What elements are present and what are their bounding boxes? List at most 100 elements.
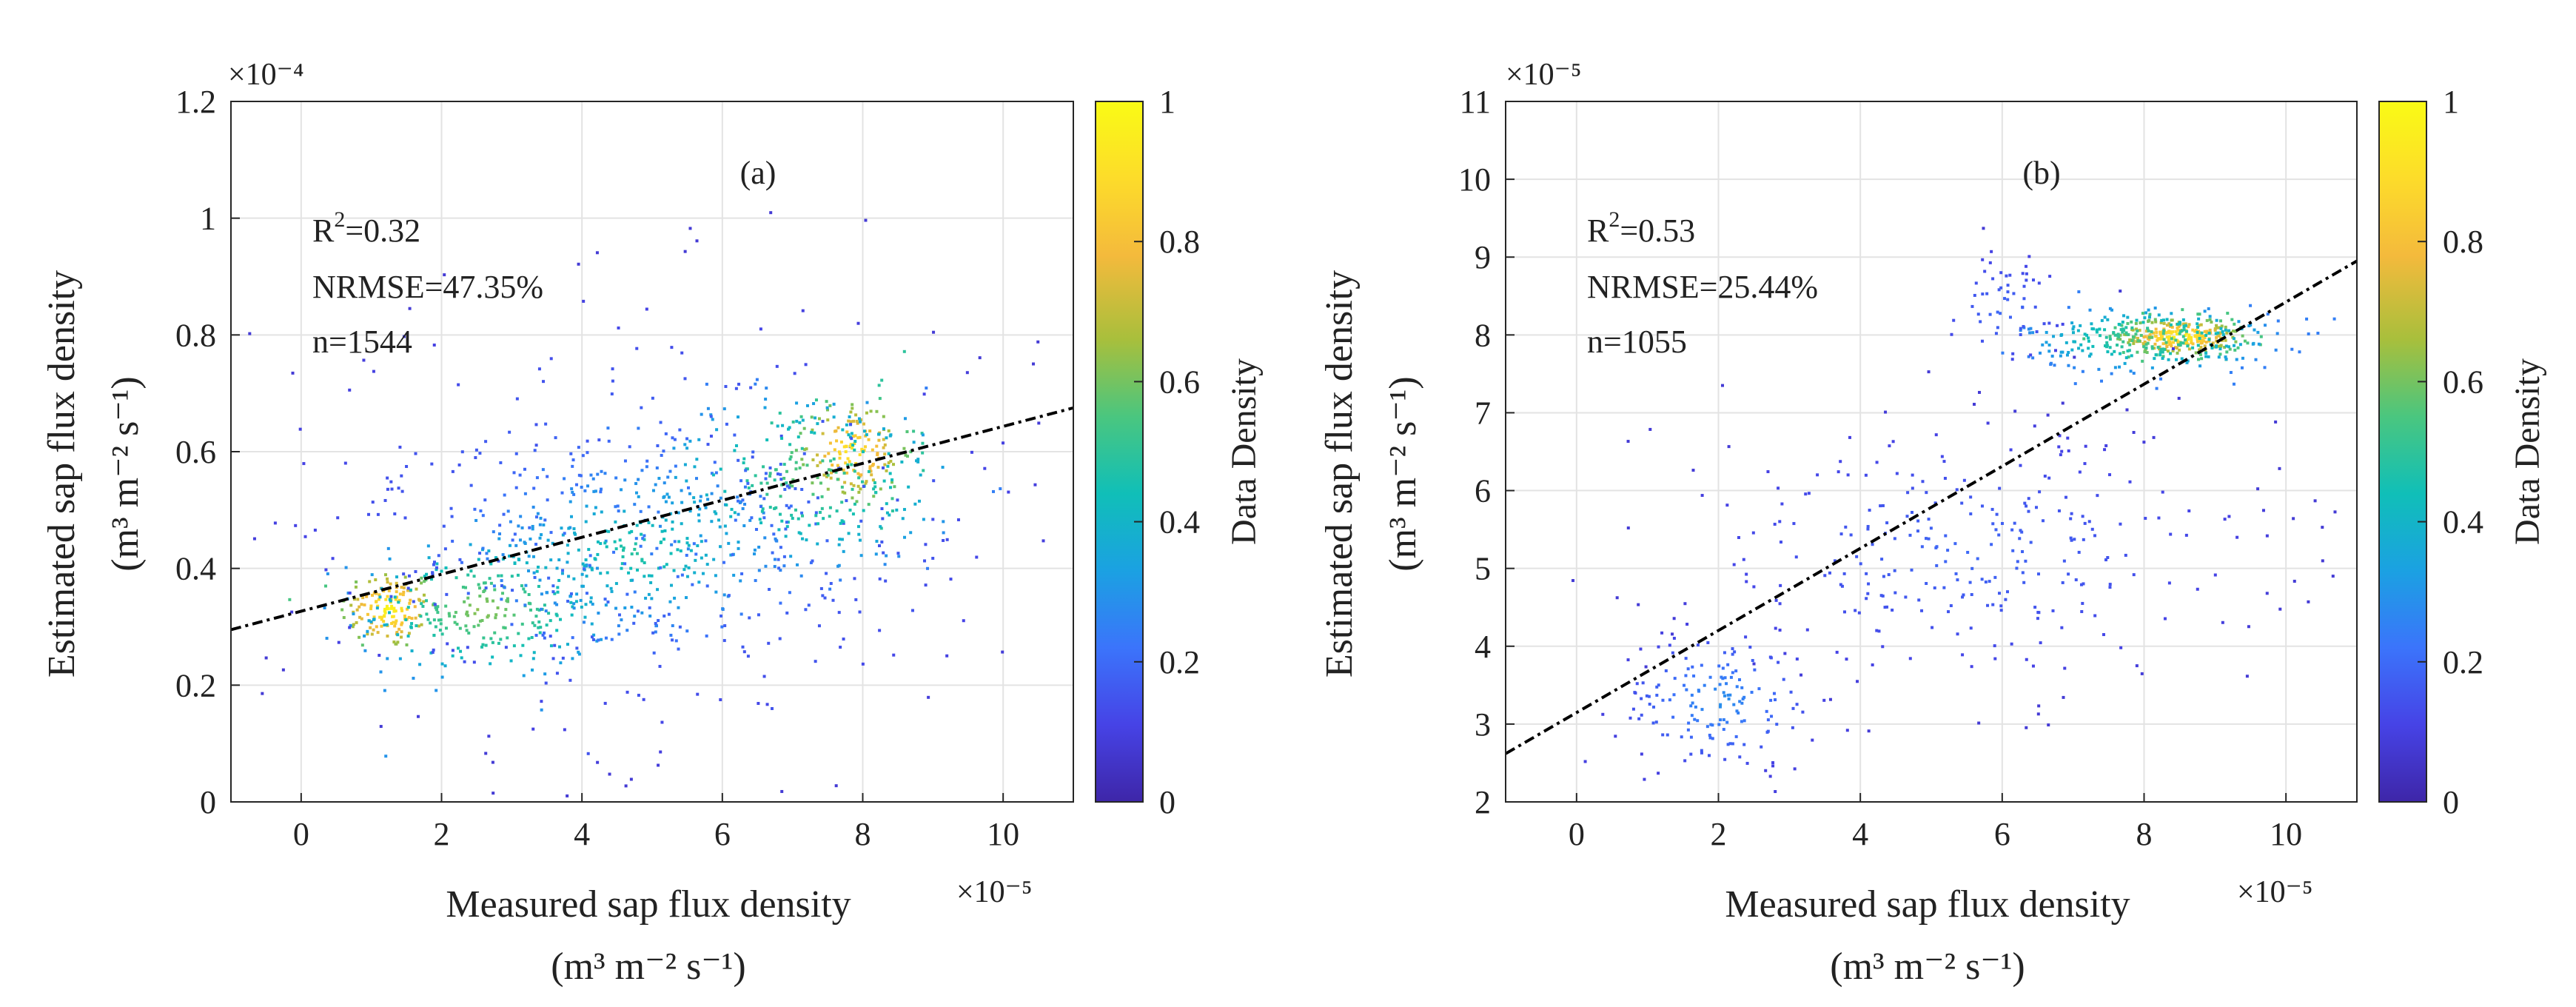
panel-b-point: [2142, 345, 2146, 349]
panel-b-point: [1789, 690, 1793, 694]
panel-b-point: [2039, 641, 2042, 645]
panel-a-point: [660, 720, 664, 724]
panel-b-point: [2013, 409, 2017, 413]
panel-a-point: [496, 606, 500, 609]
panel-a-point: [572, 492, 576, 496]
panel-b-point: [2175, 347, 2178, 350]
panel-a-point: [514, 599, 518, 603]
panel-a-point: [903, 535, 907, 539]
panel-a-colorbar: [1095, 101, 1144, 803]
panel-a-point: [805, 538, 808, 542]
panel-a-point: [432, 563, 435, 566]
panel-a-point: [586, 451, 589, 455]
panel-b-point: [2233, 344, 2236, 347]
panel-b-point: [1769, 656, 1773, 660]
panel-a-point: [431, 650, 435, 654]
panel-a-point: [365, 595, 369, 598]
panel-a-point: [862, 422, 865, 426]
panel-a-point: [618, 538, 622, 542]
panel-a-point: [814, 660, 817, 663]
panel-b-point: [2083, 521, 2087, 525]
panel-a-point: [406, 635, 410, 638]
panel-a-point: [448, 614, 452, 618]
panel-a-point: [570, 613, 574, 617]
panel-b-point: [1855, 555, 1859, 558]
panel-a-point: [543, 631, 546, 635]
panel-a-point: [848, 444, 852, 448]
panel-a-ylabel: Estimated sap flux density: [41, 270, 83, 678]
panel-a-point: [699, 534, 702, 538]
panel-a-point: [833, 448, 836, 452]
panel-b-point: [1647, 695, 1651, 698]
panel-b-point: [2025, 272, 2028, 275]
panel-b-point: [1732, 703, 1736, 706]
panel-a-point: [455, 623, 459, 626]
panel-a-point: [677, 540, 681, 543]
panel-a-point: [436, 605, 440, 609]
panel-a-point: [583, 567, 586, 571]
panel-a-point: [590, 622, 594, 626]
panel-a-point: [826, 473, 830, 477]
panel-a-point: [488, 577, 492, 581]
panel-b-point: [1894, 591, 1897, 595]
panel-b-point: [2217, 344, 2221, 348]
panel-a-point: [395, 631, 399, 635]
panel-b-point: [2203, 329, 2207, 333]
panel-a-point: [859, 519, 863, 523]
panel-b-point: [2096, 494, 2099, 498]
panel-b-point: [2070, 538, 2073, 542]
panel-a-point: [372, 615, 376, 619]
panel-a-point: [625, 690, 629, 694]
panel-a-point: [370, 632, 374, 636]
panel-a-point: [542, 523, 546, 526]
panel-a-point: [563, 477, 566, 481]
panel-a-point: [642, 697, 645, 701]
panel-a-point: [443, 273, 446, 277]
panel-b-point: [1990, 543, 1993, 546]
panel-a-point: [366, 612, 369, 616]
panel-a-point: [392, 620, 395, 624]
panel-a-point: [597, 612, 600, 615]
panel-a-point: [839, 646, 842, 649]
panel-a-point: [415, 624, 418, 628]
panel-a-point: [398, 657, 402, 660]
panel-b-point: [2013, 521, 2016, 525]
panel-b-point: [2095, 330, 2099, 334]
panel-a-point: [826, 408, 830, 412]
panel-a-point: [687, 543, 691, 547]
panel-a-point: [677, 647, 680, 651]
panel-b-point: [1856, 680, 1859, 683]
panel-b-point: [1835, 650, 1839, 654]
panel-b-point: [2050, 354, 2054, 358]
panel-b-point: [1657, 683, 1660, 687]
panel-a-point: [992, 489, 996, 493]
panel-b-point: [1777, 660, 1780, 664]
panel-a-point: [650, 574, 654, 578]
panel-b-point: [2136, 336, 2139, 340]
panel-b-point: [2112, 331, 2116, 335]
panel-a-point: [572, 527, 576, 531]
panel-a-point: [634, 542, 637, 546]
panel-a-point: [531, 727, 535, 731]
panel-b-point: [2067, 351, 2070, 355]
panel-a-point: [927, 695, 930, 699]
panel-a-point: [679, 549, 682, 553]
panel-a-point: [744, 469, 748, 472]
panel-b-point: [2321, 559, 2324, 563]
panel-b-point: [2245, 675, 2249, 678]
panel-b-point: [1774, 598, 1778, 602]
panel-a-point: [482, 636, 486, 640]
panel-a-point: [778, 512, 782, 516]
panel-a-point: [742, 457, 746, 461]
panel-b-point: [2074, 578, 2078, 582]
panel-a-point: [571, 657, 574, 660]
panel-b-point: [2234, 340, 2238, 344]
panel-a-point: [839, 440, 843, 444]
panel-a-point: [851, 512, 855, 516]
panel-a-point: [780, 483, 784, 486]
panel-a-point: [836, 464, 839, 467]
panel-b-point: [1733, 650, 1737, 654]
panel-a-point: [685, 553, 688, 557]
panel-a-point: [710, 492, 714, 495]
panel-a-point: [821, 459, 825, 463]
